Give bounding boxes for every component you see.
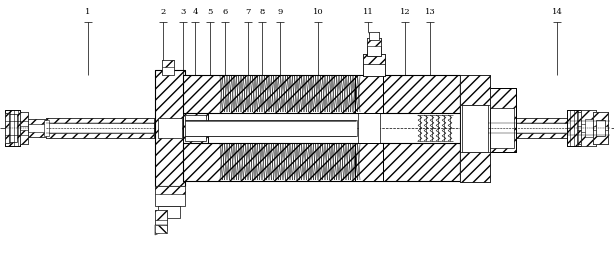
Text: 7: 7 bbox=[246, 8, 251, 16]
Bar bbox=[577, 112, 585, 126]
Bar bbox=[567, 110, 581, 146]
Polygon shape bbox=[155, 225, 167, 235]
Text: 5: 5 bbox=[208, 8, 212, 16]
Bar bbox=[183, 113, 460, 143]
Bar bbox=[460, 80, 488, 176]
Bar bbox=[593, 112, 608, 144]
Bar bbox=[460, 75, 490, 105]
Bar bbox=[28, 119, 46, 124]
Bar bbox=[185, 100, 206, 102]
Bar bbox=[185, 100, 206, 104]
Text: 2: 2 bbox=[160, 8, 166, 16]
Text: 10: 10 bbox=[313, 8, 324, 16]
Bar bbox=[581, 132, 596, 146]
Bar bbox=[460, 80, 488, 176]
Bar bbox=[162, 60, 174, 67]
Text: 3: 3 bbox=[181, 8, 185, 16]
Bar bbox=[460, 152, 490, 182]
Bar bbox=[577, 130, 585, 144]
Bar bbox=[46, 133, 154, 138]
Bar bbox=[155, 70, 185, 186]
Bar bbox=[185, 120, 357, 136]
Bar bbox=[355, 143, 383, 181]
Bar bbox=[577, 112, 585, 144]
Bar bbox=[5, 113, 9, 143]
Text: 6: 6 bbox=[222, 8, 228, 16]
Text: 8: 8 bbox=[259, 8, 265, 16]
Bar bbox=[185, 155, 206, 159]
Bar bbox=[183, 75, 460, 113]
Text: 11: 11 bbox=[363, 8, 373, 16]
Bar bbox=[488, 133, 570, 138]
Bar bbox=[183, 80, 208, 176]
Text: 1: 1 bbox=[85, 8, 91, 16]
Bar bbox=[488, 118, 570, 123]
Bar bbox=[367, 38, 381, 56]
Bar bbox=[581, 110, 596, 124]
Bar bbox=[596, 120, 605, 136]
Bar bbox=[369, 32, 379, 40]
Bar bbox=[593, 130, 608, 144]
Bar bbox=[5, 113, 9, 143]
Bar bbox=[155, 225, 167, 233]
Bar bbox=[155, 186, 185, 206]
Bar bbox=[490, 108, 514, 148]
Text: 13: 13 bbox=[425, 8, 435, 16]
Bar bbox=[185, 105, 206, 109]
Bar bbox=[20, 130, 28, 144]
Text: 4: 4 bbox=[192, 8, 198, 16]
Bar bbox=[355, 143, 383, 181]
Bar bbox=[355, 75, 383, 113]
Bar bbox=[183, 143, 460, 181]
Bar bbox=[155, 210, 167, 230]
Bar bbox=[183, 143, 460, 181]
Bar bbox=[28, 132, 46, 137]
Bar bbox=[5, 110, 20, 146]
Bar bbox=[46, 118, 154, 123]
Bar bbox=[20, 112, 28, 144]
Bar bbox=[46, 118, 154, 138]
Bar bbox=[488, 118, 570, 138]
Bar bbox=[460, 75, 490, 182]
Bar bbox=[183, 80, 208, 176]
Bar bbox=[183, 75, 460, 113]
Bar bbox=[158, 118, 182, 138]
Bar bbox=[185, 155, 206, 157]
Text: 12: 12 bbox=[400, 8, 410, 16]
Bar bbox=[155, 70, 185, 186]
Bar bbox=[5, 110, 20, 146]
Bar bbox=[8, 114, 17, 142]
Bar bbox=[155, 186, 185, 194]
Bar bbox=[363, 54, 385, 64]
Bar bbox=[358, 113, 380, 143]
Bar bbox=[567, 110, 581, 146]
Bar bbox=[488, 88, 516, 152]
Bar bbox=[488, 88, 516, 152]
Bar bbox=[28, 119, 46, 137]
Bar bbox=[585, 119, 593, 137]
Bar bbox=[185, 160, 206, 162]
Bar bbox=[44, 120, 49, 136]
Bar bbox=[462, 105, 488, 152]
Bar bbox=[355, 75, 383, 113]
Bar bbox=[20, 112, 28, 126]
Bar bbox=[367, 38, 381, 46]
Bar bbox=[158, 206, 180, 218]
Bar bbox=[581, 110, 596, 146]
Bar bbox=[155, 210, 167, 220]
Bar bbox=[162, 60, 174, 75]
Text: 9: 9 bbox=[278, 8, 282, 16]
Bar bbox=[185, 105, 206, 107]
Bar bbox=[593, 112, 608, 126]
Text: 14: 14 bbox=[551, 8, 562, 16]
Bar bbox=[462, 115, 486, 141]
Bar bbox=[185, 115, 206, 141]
Bar bbox=[185, 160, 206, 164]
Bar bbox=[363, 54, 385, 76]
